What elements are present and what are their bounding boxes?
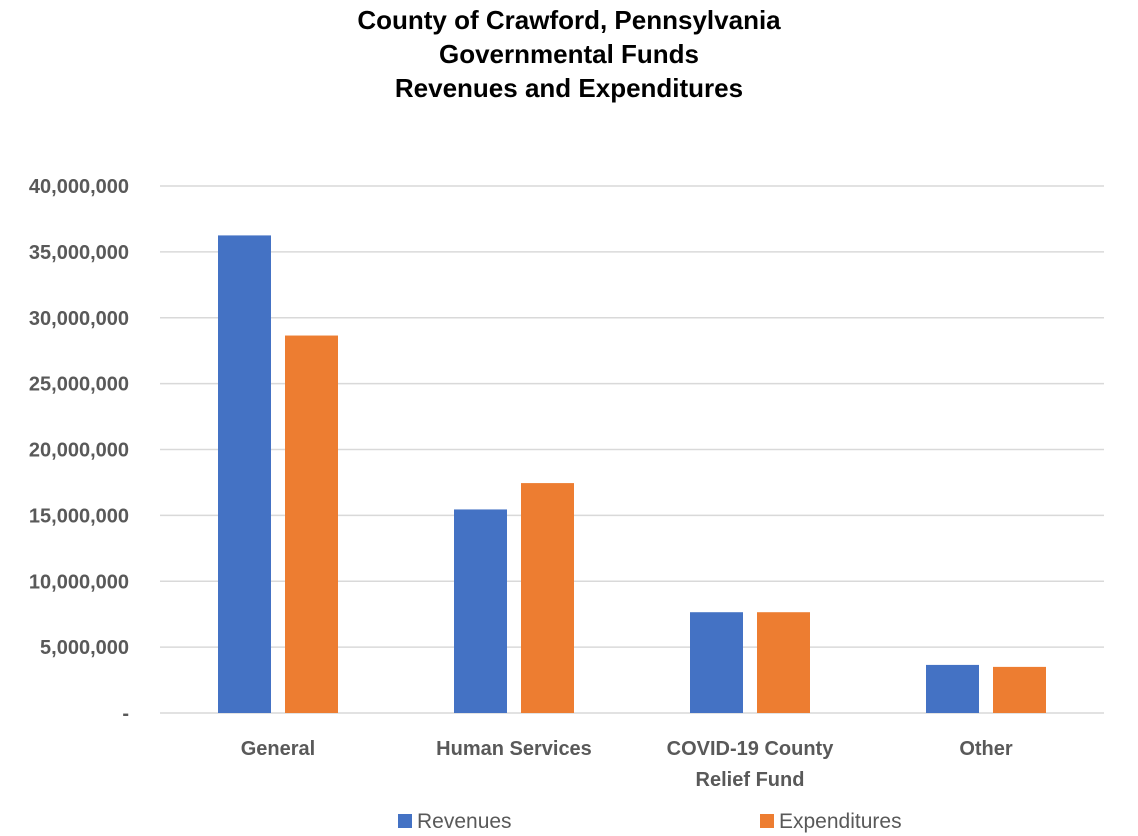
x-category-label: Other xyxy=(959,738,1013,760)
y-tick-label: - xyxy=(122,703,129,725)
legend-swatch-revenues xyxy=(398,814,412,828)
legend-swatch-expenditures xyxy=(760,814,774,828)
y-tick-label: 40,000,000 xyxy=(29,176,129,198)
bar-expenditures-covid-19-county-relief-fund xyxy=(757,612,810,713)
bar-expenditures-human-services xyxy=(521,483,574,713)
y-tick-label: 10,000,000 xyxy=(29,571,129,593)
bar-expenditures-other xyxy=(993,666,1046,713)
chart-title-line-2: Governmental Funds xyxy=(438,39,700,69)
y-tick-label: 5,000,000 xyxy=(40,637,129,659)
chart-title: County of Crawford, Pennsylvania Governm… xyxy=(0,3,1138,105)
y-axis-tick-labels: - 5,000,000 10,000,000 15,000,000 20,000,000… xyxy=(29,176,129,725)
bar-revenues-other xyxy=(926,664,979,713)
y-tick-label: 25,000,000 xyxy=(29,374,129,396)
y-tick-label: 15,000,000 xyxy=(29,505,129,527)
legend-label-revenues: Revenues xyxy=(417,810,512,833)
chart-title-line-3: Revenues and Expenditures xyxy=(394,73,744,103)
y-tick-label: 35,000,000 xyxy=(29,242,129,264)
bars xyxy=(218,235,1046,713)
x-axis-category-labels: General Human Services COVID-19 County Reli… xyxy=(241,738,1013,791)
y-tick-label: 30,000,000 xyxy=(29,308,129,330)
x-category-label: General xyxy=(241,738,315,760)
bar-revenues-covid-19-county-relief-fund xyxy=(690,612,743,713)
bar-revenues-human-services xyxy=(454,509,507,713)
chart-title-line-1: County of Crawford, Pennsylvania xyxy=(357,5,781,35)
bar-revenues-general xyxy=(218,235,271,713)
bar-expenditures-general xyxy=(285,335,338,713)
x-category-label: Human Services xyxy=(436,738,592,760)
x-category-label: COVID-19 County Relief Fund xyxy=(667,738,835,791)
legend-label-expenditures: Expenditures xyxy=(779,810,902,833)
y-tick-label: 20,000,000 xyxy=(29,440,129,462)
legend: Revenues Expenditures xyxy=(398,810,902,833)
